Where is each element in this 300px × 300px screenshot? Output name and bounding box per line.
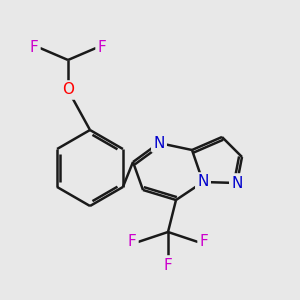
Text: F: F: [200, 235, 208, 250]
Text: N: N: [231, 176, 243, 190]
Text: F: F: [98, 40, 106, 56]
Text: F: F: [164, 257, 172, 272]
Text: F: F: [30, 40, 38, 56]
Text: F: F: [128, 235, 136, 250]
Text: N: N: [153, 136, 165, 151]
Text: O: O: [62, 82, 74, 98]
Text: N: N: [197, 175, 209, 190]
